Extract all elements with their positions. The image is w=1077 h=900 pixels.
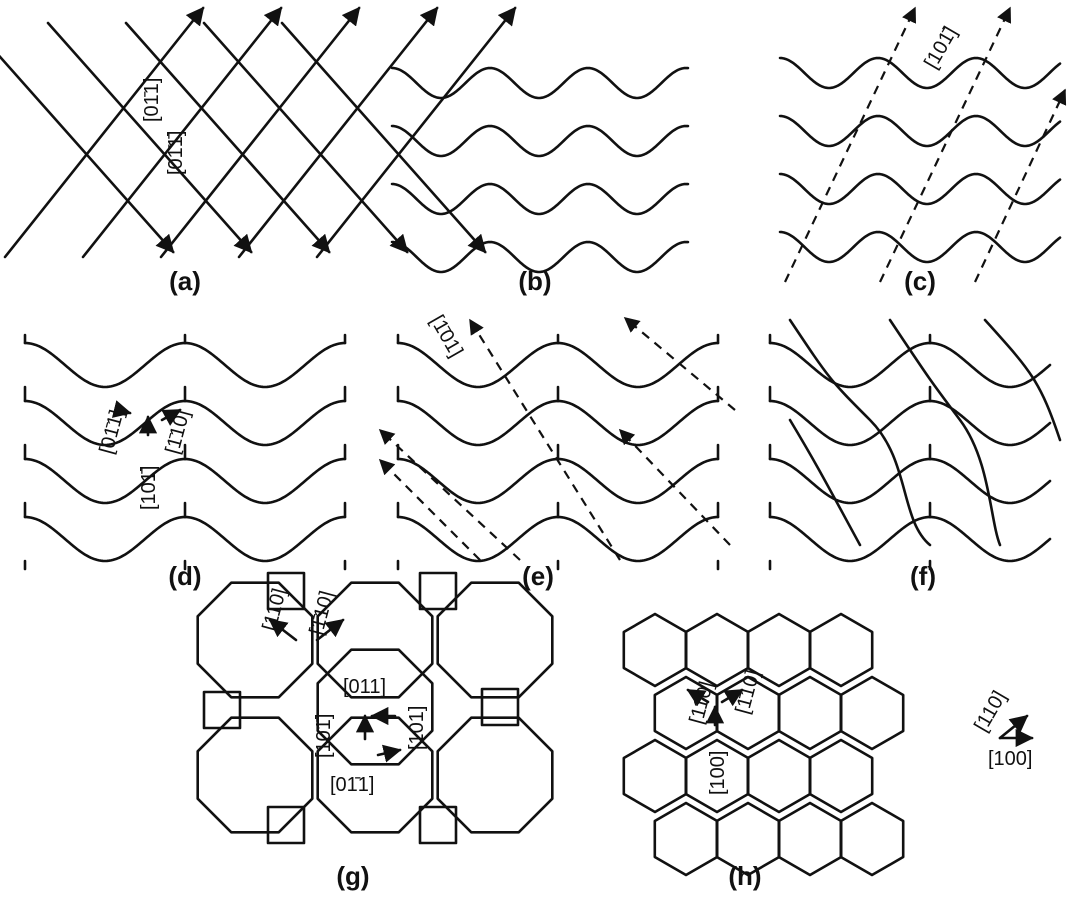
overlay-wave [888, 318, 1002, 547]
panel-a: [01̄1] [01̄1̄] (a) [0, 6, 517, 296]
wave-row [390, 182, 690, 216]
wave-row [778, 56, 1062, 90]
wave-row [396, 515, 720, 563]
panel-c: [101̄] (c) [778, 6, 1067, 296]
dashed-line [974, 88, 1067, 283]
octagon [436, 716, 554, 834]
hexagon [684, 612, 750, 688]
label-c-1: [101̄] [920, 23, 961, 73]
dashed-line [378, 458, 481, 561]
square [418, 805, 458, 845]
panel-f: (f) [768, 318, 1062, 591]
wave-row [390, 124, 690, 158]
wave-row [768, 457, 1052, 505]
label-g-6: [01̄1] [330, 774, 374, 796]
overlay-wave [983, 318, 1062, 442]
lattice-line-down [202, 21, 409, 254]
octagon [436, 581, 554, 699]
axes-key: [110] [100] [970, 687, 1034, 770]
lattice-line-down [124, 21, 331, 254]
label-e-1: [1̄01] [426, 312, 467, 362]
overlay-wave [788, 418, 862, 547]
label-d-1: [01̄1] [96, 408, 129, 457]
label-a-1: [01̄1] [141, 78, 163, 122]
caption-e: (e) [522, 561, 554, 591]
panel-d: [01̄1] [1̄10] [101̄] (d) [23, 333, 347, 591]
overlay-wave [788, 318, 932, 547]
label-h-3: [100] [707, 751, 729, 795]
lattice-line-down [46, 21, 253, 254]
wave-row [396, 399, 720, 447]
wave-row [23, 341, 347, 389]
caption-d: (d) [168, 561, 201, 591]
dashed-line [784, 6, 917, 283]
wave-row [778, 114, 1062, 148]
lattice-line-down [0, 54, 175, 254]
caption-a: (a) [169, 266, 201, 296]
dashed-line [469, 318, 621, 561]
wave-row [768, 515, 1052, 563]
panel-g: [110] [1̄10] [011] [101̄] [101] [01̄1] (… [196, 571, 554, 891]
wave-row [768, 399, 1052, 447]
octagon [196, 716, 314, 834]
label-d-3: [101̄] [138, 466, 160, 510]
octagon [196, 581, 314, 699]
caption-c: (c) [904, 266, 936, 296]
wave-row [390, 240, 690, 274]
hexagon [653, 801, 719, 877]
label-d-2: [1̄10] [162, 408, 195, 457]
lattice-line-up [237, 6, 439, 259]
label-h-1: [110] [686, 679, 718, 726]
dashed-line [623, 317, 736, 411]
caption-f: (f) [910, 561, 936, 591]
label-g-5: [101] [406, 706, 428, 750]
lattice-line-up [81, 6, 283, 259]
square [202, 690, 242, 730]
panel-h: [110] [1̄10] [100] (h) [622, 612, 905, 891]
label-g-1: [110] [259, 586, 291, 633]
hexagon [622, 612, 688, 688]
label-g-4: [101̄] [313, 714, 335, 758]
square [480, 687, 520, 727]
wave-row [23, 457, 347, 505]
lattice-line-up [3, 6, 205, 259]
hexagon [808, 738, 874, 814]
label-g-3: [011] [343, 676, 386, 698]
wave-row [23, 515, 347, 563]
square [418, 571, 458, 611]
square [266, 805, 306, 845]
label-a-2: [01̄1̄] [165, 131, 187, 175]
lattice-line-down [280, 21, 487, 254]
octagon [316, 648, 434, 766]
caption-b: (b) [518, 266, 551, 296]
hexagon [839, 675, 905, 751]
arrow-110 [998, 714, 1029, 740]
key-label-100: [100] [988, 748, 1032, 770]
hexagon [777, 801, 843, 877]
panel-b: (b) [390, 66, 690, 296]
square [266, 571, 306, 611]
hexagon [808, 612, 874, 688]
lattice-line-up [159, 6, 361, 259]
wave-row [778, 172, 1062, 206]
hexagon [839, 801, 905, 877]
hexagon [622, 738, 688, 814]
dashed-line [879, 6, 1012, 283]
dashed-line [618, 428, 731, 546]
wave-row [390, 66, 690, 100]
panel-e: [1̄01] (e) [378, 312, 736, 591]
wave-row [778, 230, 1062, 264]
lattice-line-up [315, 6, 517, 259]
caption-h: (h) [728, 861, 761, 891]
hexagon [746, 738, 812, 814]
hexagon [777, 675, 843, 751]
label-g-2: [1̄10] [306, 589, 339, 638]
caption-g: (g) [336, 861, 369, 891]
key-label-110: [110] [970, 687, 1011, 735]
